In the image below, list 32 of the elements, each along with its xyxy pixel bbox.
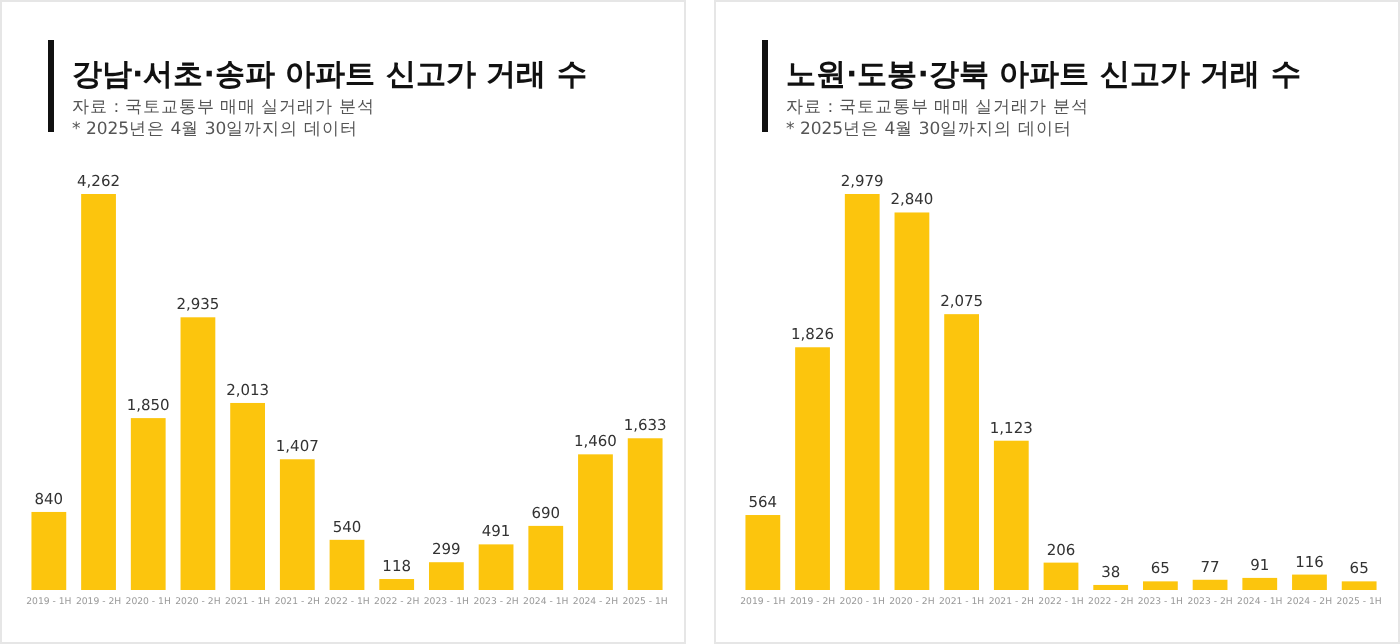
- chart-subtitle: 자료 : 국토교통부 매매 실거래가 분석: [72, 98, 375, 118]
- bar: [1142, 581, 1178, 590]
- bar: [1242, 577, 1278, 590]
- bar: [1341, 581, 1377, 590]
- bar: [1192, 579, 1228, 590]
- bar: [230, 402, 266, 590]
- text: * 2025년은 4월 30일까지의 데이터: [72, 120, 358, 140]
- bar: [844, 194, 880, 590]
- bar: [993, 440, 1029, 590]
- bar: [1292, 574, 1327, 590]
- text: * 2025년은 4월 30일까지의 데이터: [786, 120, 1072, 140]
- chart-subtitle: 자료 : 국토교통부 매매 실거래가 분석: [786, 98, 1089, 118]
- bar: [795, 347, 830, 590]
- bar: [478, 544, 514, 590]
- bar: [578, 454, 613, 590]
- chart-title: 노원·도봉·강북 아파트 신고가 거래 수: [786, 56, 1301, 92]
- bar: [81, 194, 116, 590]
- bar: [279, 459, 315, 590]
- bar: [31, 511, 67, 590]
- chart-title: 강남·서초·송파 아파트 신고가 거래 수: [72, 56, 587, 92]
- bar: [944, 314, 980, 590]
- bar: [428, 562, 464, 590]
- bar: [894, 212, 930, 590]
- bar: [627, 438, 663, 590]
- bar: [379, 579, 415, 590]
- bar: [1043, 562, 1079, 590]
- bar: [528, 525, 564, 590]
- bar: [329, 539, 365, 590]
- bar: [1093, 584, 1129, 590]
- bar: [180, 317, 216, 590]
- bar: [130, 418, 166, 590]
- bar: [745, 515, 781, 590]
